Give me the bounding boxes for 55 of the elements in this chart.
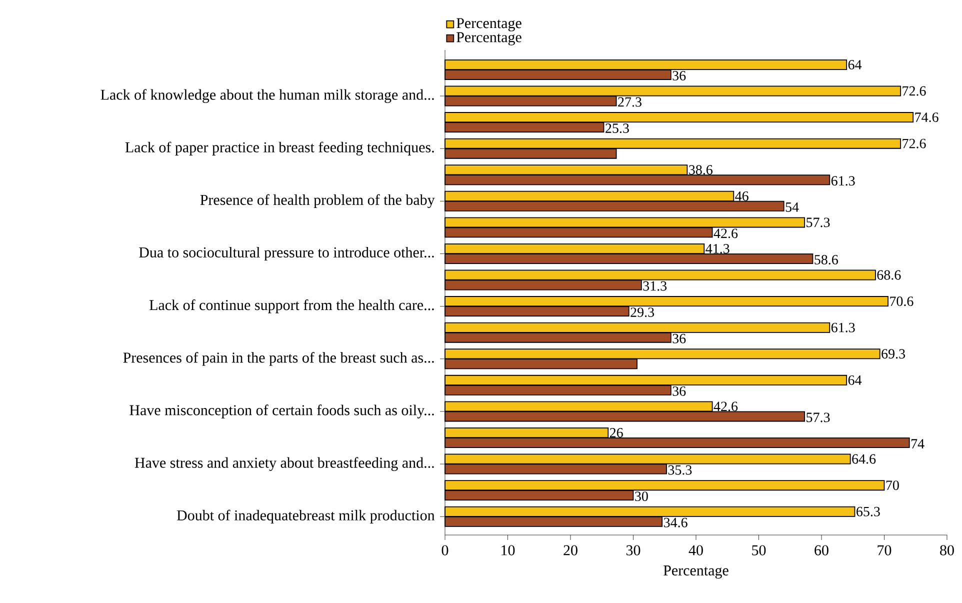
data-label: 64 (848, 375, 862, 385)
y-tick-label: Have misconception of certain foods such as oily... (130, 404, 434, 418)
data-label: 42.6 (714, 402, 738, 412)
x-tick-label: 30 (626, 545, 640, 556)
data-label: 68.6 (877, 270, 901, 280)
y-tick-label: Lack of knowledge about the human milk storage and... (100, 89, 434, 103)
data-label: 58.6 (814, 254, 838, 264)
data-label: 29.3 (630, 308, 654, 318)
data-label: 30 (635, 492, 648, 502)
data-label: 64.6 (852, 454, 876, 464)
data-label: 36 (672, 71, 686, 80)
data-label: 54 (786, 202, 799, 212)
data-label: 35.3 (668, 465, 692, 475)
x-tick-label: 70 (878, 545, 892, 556)
data-label: 61.3 (831, 322, 855, 332)
legend-label: Percentage (456, 18, 522, 32)
data-label: 72.6 (902, 86, 926, 96)
data-label: 42.6 (714, 228, 738, 238)
y-tick-label: Doubt of inadequatebreast milk production (176, 510, 435, 524)
y-tick-label: Presences of pain in the parts of the breast such as... (123, 352, 434, 366)
y-tick-label: Presence of health problem of the baby (200, 194, 435, 208)
data-label: 36 (672, 386, 686, 396)
data-label: 72.6 (902, 138, 926, 148)
data-label: 64 (848, 60, 862, 70)
data-label: 57.3 (806, 218, 830, 228)
x-tick-label: 10 (502, 545, 515, 556)
data-label: 70.6 (890, 296, 914, 306)
x-tick-label: 0 (442, 545, 448, 556)
y-tick-label: Dua to sociocultural pressure to introduce other... (139, 246, 434, 261)
data-label: 25.3 (606, 124, 629, 134)
data-label: 31.3 (643, 281, 667, 291)
legend-label: Percentage (456, 32, 522, 46)
x-tick-label: 60 (814, 545, 828, 556)
data-label: 69.3 (882, 349, 906, 359)
data-label: 36 (672, 334, 686, 344)
x-tick-label: 40 (688, 545, 703, 556)
y-tick-label: Lack of continue support from the health care... (150, 299, 434, 314)
data-label: 65.3 (856, 506, 880, 516)
y-tick-label: Lack of paper practice in breast feeding techniques. (125, 142, 434, 156)
data-label: 61.3 (831, 176, 855, 186)
x-tick-label: 20 (564, 545, 578, 556)
x-axis-title: Percentage (664, 566, 728, 579)
y-tick-label: Have stress and anxiety about breastfeeding and... (134, 457, 434, 471)
data-label: 57.3 (806, 412, 830, 422)
data-label: 34.6 (664, 518, 688, 528)
x-tick-label: 80 (940, 545, 954, 556)
data-label: 41.3 (706, 244, 730, 254)
data-label: 46 (735, 191, 748, 201)
data-label: 70 (886, 480, 899, 490)
x-tick-label: 50 (752, 545, 766, 556)
data-label: 27.3 (618, 97, 642, 107)
data-label: 26 (610, 428, 623, 438)
data-label: 74.6 (915, 112, 938, 122)
data-label: 38.6 (689, 165, 712, 175)
data-label: 74 (911, 439, 924, 448)
